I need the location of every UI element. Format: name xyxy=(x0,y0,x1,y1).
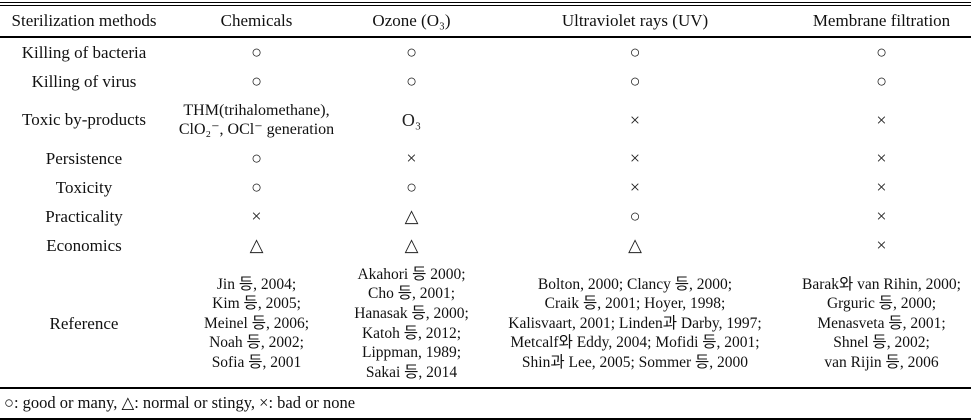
table-cell: × xyxy=(876,177,887,197)
table-cell: ○ xyxy=(251,42,262,62)
table-cell: ○ xyxy=(629,71,641,91)
table-cell: × xyxy=(876,206,887,226)
table-row-economics: Economics △ △ △ × xyxy=(0,231,971,260)
column-header-membrane-filtration: Membrane filtration xyxy=(792,4,971,38)
table-cell: × xyxy=(876,235,887,255)
row-label: Toxic by-products xyxy=(22,110,146,129)
table-cell: O₃ xyxy=(401,109,422,130)
table-row-killing-of-bacteria: Killing of bacteria ○ ○ ○ ○ xyxy=(0,37,971,67)
table-cell: ○ xyxy=(251,177,262,197)
table-row-persistence: Persistence ○ × × × xyxy=(0,144,971,173)
row-label: Toxicity xyxy=(55,177,113,197)
column-header-ozone: Ozone (O₃) xyxy=(345,4,478,38)
table-cell: ○ xyxy=(251,148,262,168)
table-row-practicality: Practicality × △ ○ × xyxy=(0,202,971,231)
table-row-toxic-by-products: Toxic by-products THM(trihalomethane), C… xyxy=(0,96,971,144)
row-label: Economics xyxy=(46,235,122,255)
table-cell: ○ xyxy=(629,206,641,226)
table-cell: ○ xyxy=(406,71,417,91)
row-label: Persistence xyxy=(45,148,123,168)
table-cell: △ xyxy=(404,235,419,255)
table-cell: ○ xyxy=(406,177,417,197)
column-header-ultraviolet-rays: Ultraviolet rays (UV) xyxy=(478,4,792,38)
table-row-toxicity: Toxicity ○ ○ × × xyxy=(0,173,971,202)
symbol-legend-note: ○: good or many, △: normal or stingy, ×:… xyxy=(0,389,971,420)
table-cell: ○ xyxy=(406,42,417,62)
table-cell: × xyxy=(876,148,887,168)
row-label: Killing of bacteria xyxy=(21,42,147,62)
sterilization-methods-table: Sterilization methods Chemicals Ozone (O… xyxy=(0,2,971,389)
row-label: Reference xyxy=(49,313,119,333)
row-label: Practicality xyxy=(45,206,123,226)
table-cell: × xyxy=(629,109,641,130)
row-label: Killing of virus xyxy=(31,71,137,91)
reference-cell-chemicals: Jin 등, 2004; Kim 등, 2005; Meinel 등, 2006… xyxy=(203,275,310,371)
table-cell: ○ xyxy=(629,42,641,62)
reference-cell-membrane: Barak와 van Rihin, 2000; Grguric 등, 2000;… xyxy=(802,275,961,371)
table-cell: THM(trihalomethane), ClO₂⁻, OCl⁻ generat… xyxy=(178,101,335,138)
table-cell: ○ xyxy=(876,71,887,91)
table-cell: × xyxy=(251,206,262,226)
table-cell: × xyxy=(876,109,887,130)
header-row: Sterilization methods Chemicals Ozone (O… xyxy=(0,4,971,38)
column-header-sterilization-methods: Sterilization methods xyxy=(0,4,168,38)
table-cell: △ xyxy=(249,235,264,255)
table-cell: △ xyxy=(628,235,642,255)
reference-cell-ozone: Akahori 등 2000; Cho 등, 2001; Hanasak 등, … xyxy=(354,265,469,381)
table-cell: △ xyxy=(404,206,419,226)
table-row-killing-of-virus: Killing of virus ○ ○ ○ ○ xyxy=(0,67,971,96)
column-header-chemicals: Chemicals xyxy=(168,4,345,38)
table-cell: ○ xyxy=(251,71,262,91)
table-row-reference: Reference Jin 등, 2004; Kim 등, 2005; Mein… xyxy=(0,260,971,388)
reference-cell-ultraviolet: Bolton, 2000; Clancy 등, 2000; Craik 등, 2… xyxy=(508,275,762,371)
table-cell: ○ xyxy=(876,42,887,62)
table-cell: × xyxy=(629,177,641,197)
table-cell: × xyxy=(406,148,417,168)
table-cell: × xyxy=(629,148,641,168)
